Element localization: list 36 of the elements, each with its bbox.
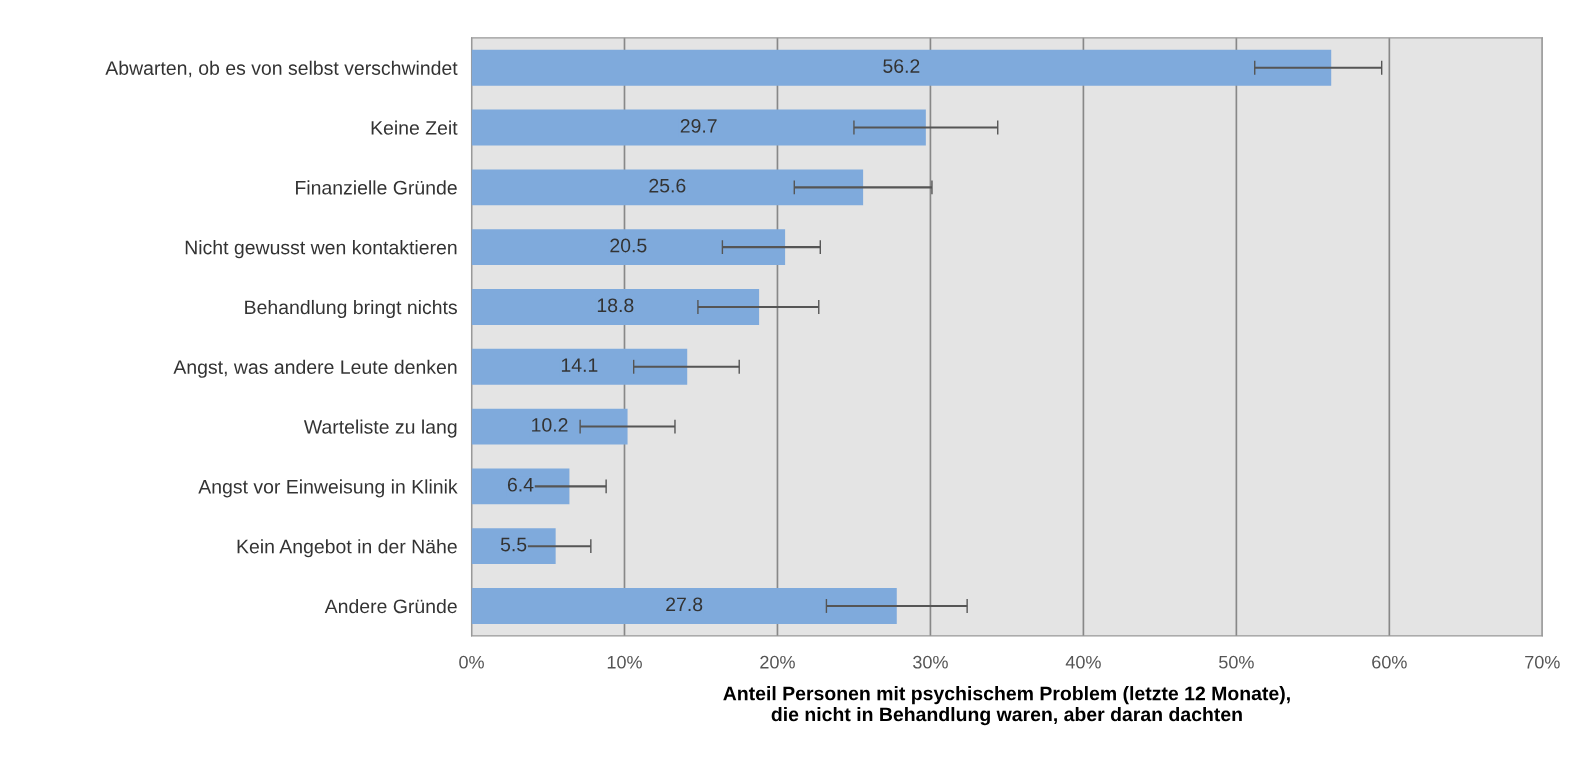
bar: [471, 109, 926, 146]
data-label: 18.8: [597, 298, 634, 313]
bar: [471, 49, 1332, 86]
bar: [471, 348, 688, 385]
y-tick-label: Angst vor Einweisung in Klinik: [198, 479, 458, 498]
data-label: 5.5: [500, 537, 527, 552]
data-label: 6.4: [507, 477, 534, 492]
data-label: 20.5: [610, 238, 647, 253]
data-label: 25.6: [649, 178, 686, 193]
y-tick-label: Kein Angebot in der Nähe: [237, 539, 457, 558]
x-tick-label: 60%: [1372, 655, 1407, 669]
y-tick-label: Finanzielle Gründe: [296, 180, 457, 195]
y-tick-label: Warteliste zu lang: [303, 419, 457, 438]
x-tick-label: 30%: [913, 655, 948, 669]
y-tick-label: Angst, was andere Leute denken: [173, 359, 457, 378]
x-tick-label: 0%: [459, 655, 484, 669]
x-tick-label: 50%: [1219, 655, 1254, 669]
bar: [471, 289, 760, 325]
x-tick-label: 10%: [607, 655, 642, 669]
data-label: 29.7: [680, 119, 717, 133]
x-axis-title: Anteil Personen mit psychischem Problem (letzte 12 Monate), die nicht in Behandlung waren, aber daran dachten: [723, 686, 1290, 726]
bar: [471, 169, 864, 206]
y-tick-label: Behandlung bringt nichts: [245, 299, 457, 319]
data-label: 27.8: [666, 597, 703, 612]
y-tick-label: Andere Gründe: [324, 598, 457, 614]
bar: [471, 588, 897, 624]
data-label: 14.1: [561, 358, 598, 372]
data-label: 56.2: [883, 59, 920, 73]
x-tick-label: 20%: [760, 655, 795, 669]
bar: [471, 229, 786, 266]
x-tick-label: 40%: [1065, 655, 1101, 669]
data-label: 10.2: [532, 418, 568, 432]
y-tick-label: Keine Zeit: [371, 120, 458, 135]
y-tick-label: Nicht gewusst wen kontaktieren: [185, 240, 457, 259]
y-tick-label: Abwarten, ob es von selbst verschwindet: [105, 60, 458, 78]
x-tick-label: 70%: [1525, 655, 1560, 669]
